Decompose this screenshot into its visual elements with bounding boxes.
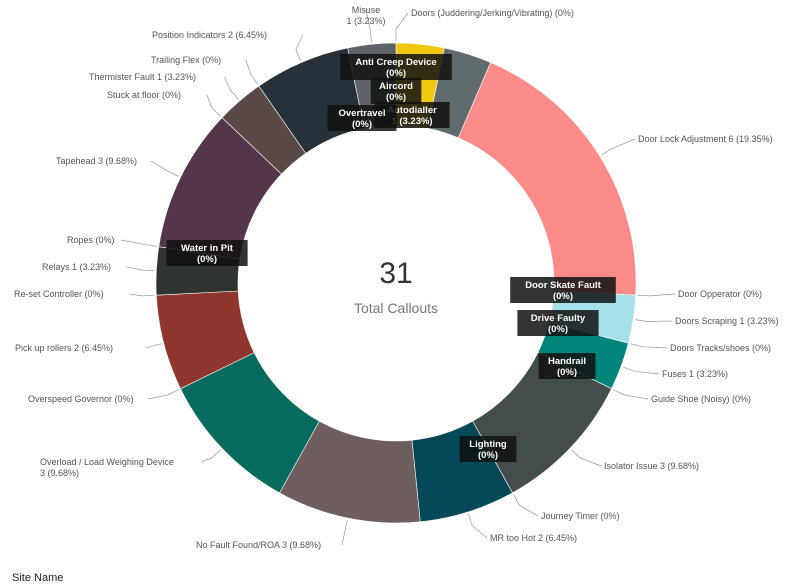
leader-line-doors-tracks-shoes <box>630 343 668 349</box>
leader-line-fuses <box>622 366 660 375</box>
leader-line-overload-load-weighing-device <box>200 449 221 463</box>
outside-labels: Doors (Juddering/Jerking/Vibrating) (0%)… <box>14 5 779 550</box>
donut-slices <box>155 42 637 524</box>
leader-line-ropes <box>120 239 157 247</box>
leader-line-journey-timer <box>513 494 539 517</box>
leader-line-doors-juddering-jerking-vibrating <box>395 12 409 41</box>
inside-label-bg-anti-creep-device <box>340 54 452 80</box>
outside-label-guide-shoe-noisy: Guide Shoe (Noisy) (0%) <box>651 394 751 404</box>
inside-label-bg-aircord <box>370 78 422 104</box>
outside-label-doors-juddering-jerking-vibrating: Doors (Juddering/Jerking/Vibrating) (0%) <box>411 8 574 18</box>
inside-label-door-skate-fault: Door Skate Fault (0%) <box>525 280 601 302</box>
slice-door-lock-adjustment[interactable] <box>457 62 637 296</box>
inside-label-water-in-pit: Water in Pit (0%) <box>181 243 234 265</box>
inside-label-handrail: Handrail (0%) <box>548 356 586 378</box>
outside-label-thermister-fault: Thermister Fault 1 (3.23%) <box>89 72 196 82</box>
center-total-value: 31 <box>379 257 412 290</box>
inside-label-drive-faulty: Drive Faulty (0%) <box>531 313 586 335</box>
outside-label-journey-timer: Journey Timer (0%) <box>541 511 620 521</box>
outside-label-mr-too-hot: MR too Hot 2 (6.45%) <box>490 533 577 543</box>
inside-label-aircord: Aircord (0%) <box>379 81 413 103</box>
outside-label-re-set-controller: Re-set Controller (0%) <box>14 289 104 299</box>
outside-label-relays: Relays 1 (3.23%) <box>42 262 111 272</box>
inside-label-lighting: Lighting (0%) <box>469 439 507 461</box>
leader-line-mr-too-hot <box>468 513 488 539</box>
leader-line-tapehead <box>150 160 179 177</box>
leader-line-isolator-issue <box>571 449 602 467</box>
leader-line-position-indicators <box>295 34 304 61</box>
outside-label-trailing-flex: Trailing Flex (0%) <box>151 55 221 65</box>
leader-line-door-lock-adjustment <box>601 138 636 156</box>
center-total-label: Total Callouts <box>354 300 438 316</box>
inside-label-overtravel: Overtravel (0%) <box>338 108 385 130</box>
leader-line-doors-scraping <box>635 319 673 322</box>
outside-label-overspeed-governor: Overspeed Governor (0%) <box>28 394 134 404</box>
leader-line-trailing-flex <box>245 59 259 85</box>
inside-label-bg-drive-faulty <box>517 310 599 336</box>
outside-label-misuse: Misuse 1 (3.23%) <box>346 5 385 26</box>
outside-label-tapehead: Tapehead 3 (9.68%) <box>56 156 137 166</box>
label-leader-lines <box>120 9 676 546</box>
outside-label-overload-load-weighing-device: Overload / Load Weighing Device 3 (9.68%) <box>40 457 174 478</box>
leader-line-door-opperator <box>637 293 676 297</box>
inside-label-bg-lighting <box>459 436 517 462</box>
inside-label-autodialler: Autodialler 1 (3.23%) <box>387 105 437 127</box>
site-name-label: Site Name <box>12 572 64 584</box>
leader-line-misuse <box>365 9 372 43</box>
outside-label-doors-tracks-shoes: Doors Tracks/shoes (0%) <box>670 343 771 353</box>
outside-label-stuck-at-floor: Stuck at floor (0%) <box>107 90 181 100</box>
inside-label-bg-water-in-pit <box>166 240 248 266</box>
outside-label-pick-up-rollers: Pick up rollers 2 (6.45%) <box>15 343 113 353</box>
leader-line-thermister-fault <box>224 76 239 100</box>
outside-label-isolator-issue: Isolator Issue 3 (9.68%) <box>604 461 699 471</box>
leader-line-guide-shoe-noisy <box>613 389 649 400</box>
leader-line-relays <box>126 266 155 272</box>
outside-label-door-opperator: Door Opperator (0%) <box>678 289 762 299</box>
inside-label-bg-door-skate-fault <box>510 277 616 303</box>
inside-labels: Anti Creep Device (0%)Aircord (0%)Autodial… <box>166 54 616 462</box>
leader-line-re-set-controller <box>129 293 155 297</box>
leader-line-no-fault-found-roa <box>341 519 348 546</box>
inside-label-bg-handrail <box>538 353 596 379</box>
leader-line-pick-up-rollers <box>145 343 162 349</box>
outside-label-doors-scraping: Doors Scraping 1 (3.23%) <box>675 316 779 326</box>
outside-label-fuses: Fuses 1 (3.23%) <box>662 369 728 379</box>
leader-line-overspeed-governor <box>148 389 179 400</box>
outside-label-position-indicators: Position Indicators 2 (6.45%) <box>152 30 267 40</box>
outside-label-door-lock-adjustment: Door Lock Adjustment 6 (19.35%) <box>638 134 773 144</box>
outside-label-ropes: Ropes (0%) <box>67 235 115 245</box>
outside-label-no-fault-found-roa: No Fault Found/ROA 3 (9.68%) <box>196 540 321 550</box>
leader-line-stuck-at-floor <box>206 94 221 117</box>
inside-label-bg-overtravel <box>327 105 397 131</box>
inside-label-anti-creep-device: Anti Creep Device (0%) <box>355 57 436 79</box>
